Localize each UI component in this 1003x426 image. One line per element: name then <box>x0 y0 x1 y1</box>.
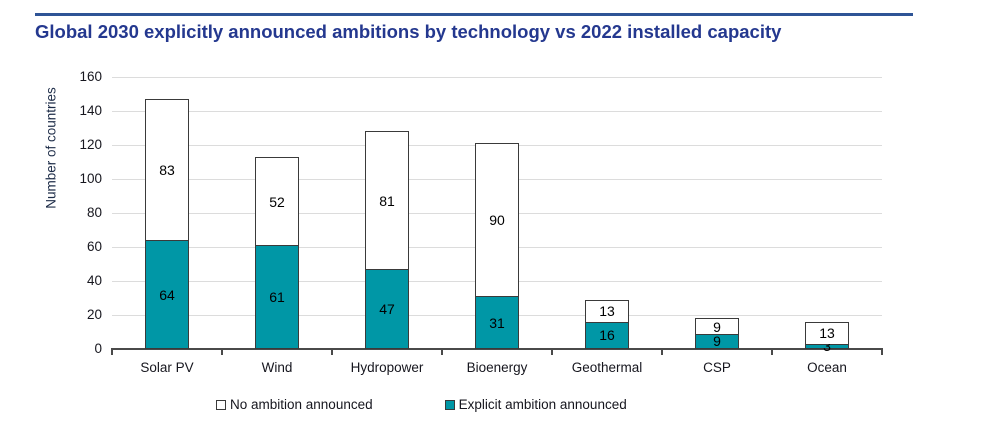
legend: No ambition announced Explicit ambition … <box>216 397 627 412</box>
bar-segment-no-ambition: 52 <box>255 156 299 246</box>
chart-title: Global 2030 explicitly announced ambitio… <box>35 21 782 42</box>
y-tick-label: 20 <box>86 307 102 322</box>
x-axis-tick <box>331 350 333 355</box>
bar-segment-explicit: 47 <box>365 269 409 349</box>
y-axis-label: Number of countries <box>43 87 59 209</box>
bar-value-label: 81 <box>379 192 395 209</box>
legend-item-no-ambition: No ambition announced <box>216 397 373 412</box>
bar-value-label: 64 <box>159 286 175 303</box>
bar-value-label: 9 <box>713 333 721 350</box>
x-axis-tick <box>881 350 883 355</box>
legend-item-explicit: Explicit ambition announced <box>444 397 627 412</box>
bar-value-label: 31 <box>489 314 505 331</box>
bar-segment-no-ambition: 9 <box>695 318 739 335</box>
bar-value-label: 61 <box>269 289 285 306</box>
bar-segment-no-ambition: 81 <box>365 131 409 270</box>
bar-segment-explicit: 31 <box>475 296 519 349</box>
y-tick-label: 160 <box>79 69 102 84</box>
bar-segment-explicit: 16 <box>585 321 629 349</box>
bar-value-label: 9 <box>713 318 721 335</box>
y-tick-label: 100 <box>79 171 102 186</box>
bar-segment-explicit: 3 <box>805 339 849 353</box>
bar-value-label: 13 <box>819 325 835 342</box>
x-axis-tick <box>771 350 773 355</box>
x-category-label: Wind <box>261 360 293 375</box>
x-axis-tick <box>111 350 113 355</box>
x-category-label: Ocean <box>807 360 847 375</box>
bar-segment-no-ambition: 13 <box>805 321 849 344</box>
x-category-label: Hydropower <box>350 360 424 375</box>
bar-segment-no-ambition: 13 <box>585 299 629 322</box>
legend-swatch-no-ambition <box>216 399 226 410</box>
x-category-label: Bioenergy <box>466 360 528 375</box>
gridline <box>112 110 882 112</box>
legend-swatch-explicit <box>444 399 455 410</box>
y-tick-label: 40 <box>86 273 102 288</box>
bar-value-label: 3 <box>823 338 831 355</box>
bar-segment-explicit: 9 <box>695 333 739 350</box>
bar-segment-no-ambition: 90 <box>475 143 519 297</box>
x-category-label: CSP <box>703 360 731 375</box>
bar-segment-explicit: 61 <box>255 245 299 349</box>
bar-value-label: 13 <box>599 303 615 320</box>
legend-label-no-ambition: No ambition announced <box>230 397 373 412</box>
x-axis-tick <box>661 350 663 355</box>
x-axis-tick <box>221 350 223 355</box>
bar-segment-explicit: 64 <box>145 240 189 349</box>
y-tick-label: 80 <box>86 205 102 220</box>
y-tick-label: 140 <box>79 103 102 118</box>
y-tick-label: 120 <box>79 137 102 152</box>
y-tick-label: 0 <box>94 341 102 356</box>
x-axis-tick <box>551 350 553 355</box>
bar-value-label: 52 <box>269 193 285 210</box>
bar-value-label: 90 <box>489 212 505 229</box>
bar-value-label: 47 <box>379 301 395 318</box>
gridline <box>112 76 882 78</box>
title-rule <box>35 13 913 16</box>
bar-segment-no-ambition: 83 <box>145 99 189 241</box>
bar-value-label: 83 <box>159 162 175 179</box>
x-category-label: Geothermal <box>571 360 643 375</box>
x-axis-tick <box>441 350 443 355</box>
x-category-label: Solar PV <box>140 360 194 375</box>
x-axis-line <box>111 348 883 350</box>
bar-value-label: 16 <box>599 327 615 344</box>
legend-label-explicit: Explicit ambition announced <box>458 397 627 412</box>
y-tick-label: 60 <box>86 239 102 254</box>
